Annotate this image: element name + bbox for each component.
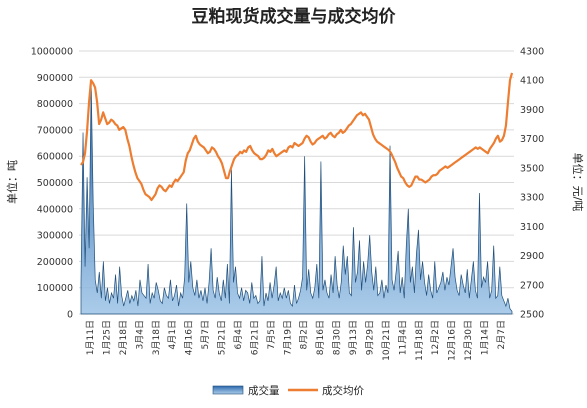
x-tick-label: 5月21日 [217,320,228,355]
left-tick-label: 100000 [37,283,73,294]
x-tick-label: 12月16日 [447,320,458,361]
left-tick-label: 0 [67,310,73,321]
series-price-line [80,72,514,202]
chart-title: 豆粕现货成交量与成交均价 [192,6,397,27]
series-volume-area [80,82,513,315]
legend-volume-label: 成交量 [248,384,280,397]
volume-area-layer [80,82,513,315]
x-tick-label: 3月4日 [134,320,145,349]
x-tick-label: 4月1日 [167,320,178,349]
legend-volume-swatch [212,385,244,395]
x-tick-label: 2月7日 [496,320,507,349]
x-tick-label: 2月18日 [118,320,129,355]
x-tick-label: 8月2日 [299,320,310,349]
left-tick-label: 1000000 [31,47,73,58]
right-tick-label: 3100 [520,222,544,233]
x-tick-label: 7月5日 [266,320,277,349]
price-line-layer [80,72,514,202]
x-tick-label: 11月4日 [397,320,408,355]
x-tick-label: 10月21日 [381,320,392,361]
x-tick-label: 12月2日 [430,320,441,355]
legend-price-label: 成交均价 [322,384,364,397]
right-tick-label: 3500 [520,163,544,174]
left-tick-label: 700000 [37,125,73,136]
x-tick-label: 5月7日 [200,320,211,349]
right-tick-label: 2500 [520,310,544,321]
left-tick-label: 500000 [37,178,73,189]
left-tick-label: 300000 [37,231,73,242]
left-tick-label: 200000 [37,257,73,268]
x-axis-ticks: 1月11日 1月25日 2月18日 3月4日 3月18日 4月1日 4月16日 5月7日 5月2… [85,320,507,361]
x-tick-label: 6月21日 [249,320,260,355]
right-tick-label: 4100 [520,76,544,87]
x-tick-label: 11月18日 [414,320,425,361]
right-tick-label: 4300 [520,47,544,58]
x-tick-label: 8月16日 [315,320,326,355]
x-tick-label: 8月30日 [332,320,343,355]
x-tick-label: 1月11日 [85,320,96,355]
x-tick-label: 12月30日 [463,320,474,361]
x-tick-label: 6月4日 [233,320,244,349]
left-axis-ticks: 0 100000 200000 300000 400000 500000 600000 700… [31,47,73,321]
left-tick-label: 400000 [37,204,73,215]
x-tick-label: 3月18日 [151,320,162,355]
right-tick-label: 3900 [520,105,544,116]
right-tick-label: 2900 [520,251,544,262]
left-tick-label: 900000 [37,73,73,84]
x-tick-label: 1月14日 [480,320,491,355]
left-axis-label: 单位：吨 [5,160,19,204]
x-tick-label: 9月13日 [348,320,359,355]
right-tick-label: 2700 [520,280,544,291]
right-tick-label: 3300 [520,193,544,204]
x-tick-label: 7月19日 [282,320,293,355]
right-axis-label: 单位：元/吨 [571,153,585,212]
right-axis-ticks: 2500 2700 2900 3100 3300 3500 3700 3900 4100 4300 [520,47,544,321]
right-tick-label: 3700 [520,134,544,145]
left-tick-label: 600000 [37,152,73,163]
x-tick-label: 1月25日 [101,320,112,355]
left-tick-label: 800000 [37,99,73,110]
x-tick-label: 9月29日 [365,320,376,355]
legend: 成交量 成交均价 [212,384,364,397]
grid-lines [79,50,514,315]
x-tick-label: 4月16日 [184,320,195,355]
